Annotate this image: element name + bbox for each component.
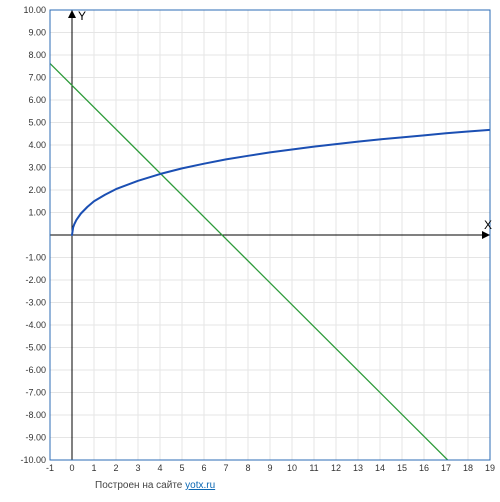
svg-text:-7.00: -7.00	[25, 388, 46, 398]
svg-text:18: 18	[463, 463, 473, 473]
source-caption: Построен на сайте yotx.ru	[95, 480, 215, 491]
source-link[interactable]: yotx.ru	[185, 480, 215, 491]
svg-text:15: 15	[397, 463, 407, 473]
svg-text:-5.00: -5.00	[25, 343, 46, 353]
svg-text:10.00: 10.00	[23, 5, 46, 15]
svg-text:-4.00: -4.00	[25, 320, 46, 330]
svg-text:13: 13	[353, 463, 363, 473]
svg-text:0: 0	[69, 463, 74, 473]
svg-text:-10.00: -10.00	[20, 455, 46, 465]
svg-text:1: 1	[91, 463, 96, 473]
svg-text:2: 2	[113, 463, 118, 473]
svg-text:-1.00: -1.00	[25, 253, 46, 263]
svg-text:7.00: 7.00	[28, 73, 46, 83]
svg-text:10: 10	[287, 463, 297, 473]
svg-text:11: 11	[309, 463, 318, 473]
series-blue-curve	[72, 130, 490, 235]
svg-text:-6.00: -6.00	[25, 365, 46, 375]
svg-text:8: 8	[245, 463, 250, 473]
caption-text: Построен на сайте	[95, 480, 185, 491]
svg-text:17: 17	[441, 463, 451, 473]
svg-text:-1: -1	[46, 463, 54, 473]
chart-container: -101234567891011121314151617181910.009.0…	[0, 0, 500, 502]
svg-text:14: 14	[375, 463, 385, 473]
svg-text:6: 6	[201, 463, 206, 473]
svg-text:12: 12	[331, 463, 341, 473]
svg-text:-8.00: -8.00	[25, 410, 46, 420]
svg-text:5.00: 5.00	[28, 118, 46, 128]
svg-text:-2.00: -2.00	[25, 275, 46, 285]
svg-text:16: 16	[419, 463, 429, 473]
svg-text:4.00: 4.00	[28, 140, 46, 150]
svg-text:7: 7	[223, 463, 228, 473]
svg-text:5: 5	[179, 463, 184, 473]
svg-text:3: 3	[135, 463, 140, 473]
x-axis-label: X	[484, 218, 492, 232]
chart-svg: -101234567891011121314151617181910.009.0…	[0, 0, 500, 502]
svg-text:1.00: 1.00	[28, 208, 46, 218]
y-axis-label: Y	[78, 9, 86, 23]
svg-text:2.00: 2.00	[28, 185, 46, 195]
svg-text:-9.00: -9.00	[25, 433, 46, 443]
svg-text:-3.00: -3.00	[25, 298, 46, 308]
svg-text:3.00: 3.00	[28, 163, 46, 173]
svg-text:19: 19	[485, 463, 495, 473]
svg-text:9.00: 9.00	[28, 28, 46, 38]
svg-text:8.00: 8.00	[28, 50, 46, 60]
svg-text:6.00: 6.00	[28, 95, 46, 105]
svg-text:4: 4	[157, 463, 162, 473]
svg-text:9: 9	[267, 463, 272, 473]
